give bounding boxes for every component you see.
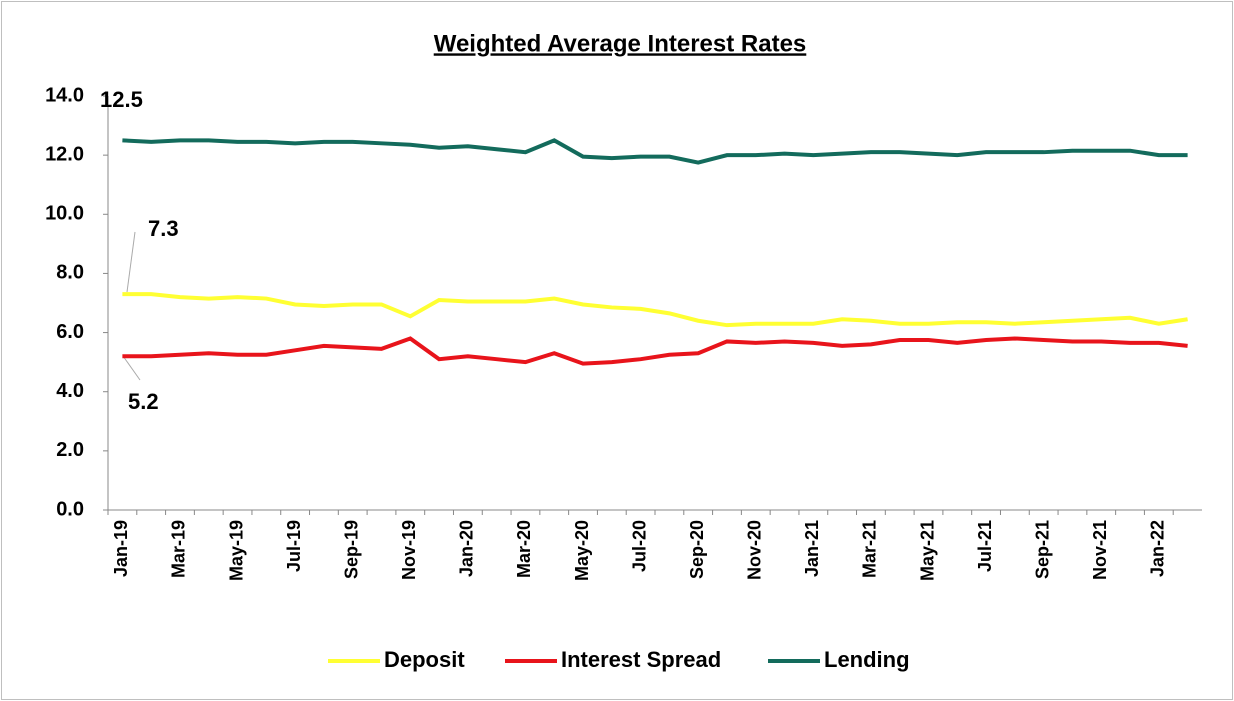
x-tick-label: Jan-20 [457, 520, 477, 577]
y-tick-label: 0.0 [56, 498, 84, 520]
legend-label: Interest Spread [561, 647, 721, 672]
x-tick-label: Jul-20 [629, 520, 649, 572]
y-tick-label: 12.0 [45, 143, 84, 165]
x-tick-label: Nov-21 [1090, 520, 1110, 580]
x-tick-label: Sep-20 [687, 520, 707, 579]
y-tick-label: 6.0 [56, 321, 84, 343]
y-tick-label: 2.0 [56, 439, 84, 461]
legend-label: Lending [824, 647, 910, 672]
x-tick-label: Jan-21 [802, 520, 822, 577]
x-tick-label: Jul-21 [975, 520, 995, 572]
leader-line [122, 355, 141, 381]
x-tick-label: Sep-21 [1032, 520, 1052, 579]
x-tick-label: Sep-19 [341, 520, 361, 579]
y-tick-label: 10.0 [45, 203, 84, 225]
line-series [122, 336, 1188, 366]
x-tick-label: Mar-21 [860, 520, 880, 578]
line-series [122, 138, 1188, 165]
x-tick-label: May-19 [226, 520, 246, 581]
data-label: 7.3 [148, 216, 179, 241]
y-tick-label: 14.0 [45, 84, 84, 106]
x-tick-label: Jan-19 [111, 520, 131, 577]
chart-title: Weighted Average Interest Rates [434, 30, 807, 57]
x-tick-label: Jul-19 [284, 520, 304, 572]
x-tick-label: Jan-22 [1148, 520, 1168, 577]
x-tick-label: May-20 [572, 520, 592, 581]
leader-line [126, 231, 136, 293]
data-label: 12.5 [100, 87, 143, 112]
data-label: 5.2 [128, 389, 159, 414]
x-tick-label: Nov-20 [745, 520, 765, 580]
legend-label: Deposit [384, 647, 465, 672]
x-tick-label: Mar-19 [169, 520, 189, 578]
y-tick-label: 4.0 [56, 380, 84, 402]
x-tick-label: Mar-20 [514, 520, 534, 578]
line-series [122, 292, 1188, 328]
x-tick-label: May-21 [917, 520, 937, 581]
x-tick-label: Nov-19 [399, 520, 419, 580]
y-tick-label: 8.0 [56, 262, 84, 284]
